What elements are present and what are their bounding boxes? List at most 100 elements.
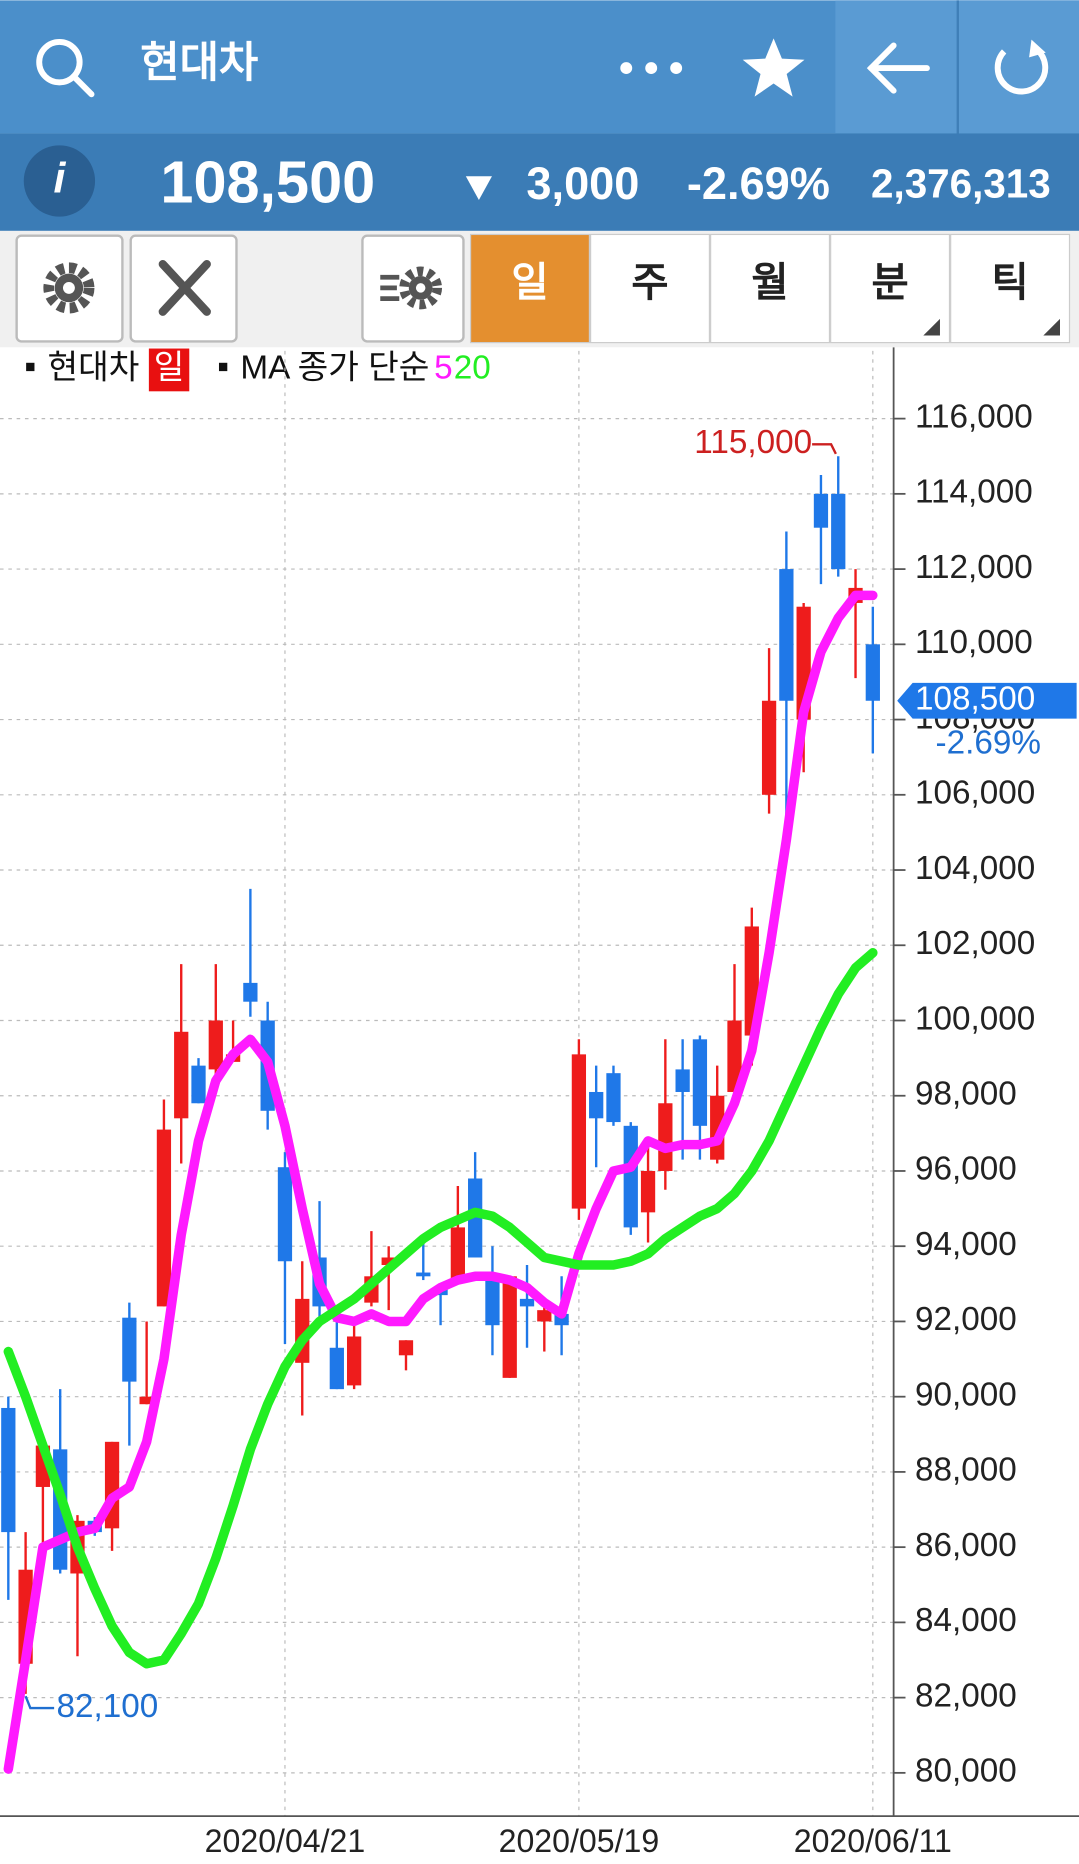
candle-body <box>398 1340 414 1356</box>
candle-body <box>831 493 846 570</box>
legend-square <box>218 362 228 372</box>
candle-body <box>658 1103 673 1171</box>
candle-body <box>485 1276 500 1326</box>
y-tick-label: 94,000 <box>915 1226 1017 1263</box>
min-pointer <box>24 1695 55 1710</box>
candle-body <box>191 1065 206 1104</box>
candle-body <box>416 1272 431 1277</box>
candle-body <box>675 1069 690 1092</box>
info-button[interactable] <box>23 145 96 217</box>
y-tick-label: 114,000 <box>915 474 1033 511</box>
candle-body <box>589 1091 604 1119</box>
favorite-icon[interactable] <box>742 38 805 97</box>
ma-line <box>3 590 878 1774</box>
y-tick-label: 110,000 <box>915 624 1033 661</box>
y-tick-label: 88,000 <box>915 1452 1017 1489</box>
x-tick-label: 2020/05/19 <box>499 1823 660 1859</box>
y-tick-label: 112,000 <box>915 549 1033 586</box>
candle-body <box>450 1227 465 1281</box>
candle-body <box>346 1336 362 1386</box>
candle-body <box>277 1167 293 1262</box>
candle-body <box>623 1125 638 1228</box>
legend-ma-period: 5 <box>434 350 453 387</box>
candle-body <box>779 569 794 701</box>
legend: 현대차 일 MA 종가 단순 5 20 <box>26 348 491 392</box>
max-pointer <box>812 443 837 455</box>
y-tick-label: 106,000 <box>915 775 1035 812</box>
y-tick-label: 100,000 <box>915 1000 1035 1037</box>
candle-body <box>727 1020 742 1092</box>
max-label: 115,000 <box>694 424 812 461</box>
candle-body <box>865 644 880 701</box>
tab-label[interactable]: 분 <box>871 259 908 305</box>
volume: 2,376,313 <box>871 161 1051 207</box>
candle-body <box>208 1020 223 1070</box>
current-price: 108,500 <box>160 149 375 216</box>
tab[interactable] <box>469 233 591 344</box>
legend-square <box>26 362 35 372</box>
plot: 80,000 82,000 84,000 86,000 88,000 90,000 92,0… <box>0 350 1035 1828</box>
chart-settings-icon <box>380 266 443 310</box>
x-axis-band <box>0 1816 1079 1864</box>
candle-body <box>122 1317 137 1382</box>
legend-stock: 현대차 <box>48 350 140 387</box>
info-icon[interactable]: i <box>53 154 66 202</box>
back-icon[interactable] <box>866 42 930 94</box>
candle-body <box>502 1276 517 1378</box>
tab-label[interactable]: 주 <box>631 259 668 305</box>
candle-body <box>606 1073 621 1123</box>
min-label: 82,100 <box>57 1688 159 1725</box>
y-tick-label: 90,000 <box>915 1376 1017 1413</box>
y-tick-label: 96,000 <box>915 1151 1017 1188</box>
search-icon[interactable] <box>36 38 95 98</box>
tab-label[interactable]: 일 <box>511 259 548 305</box>
last-price-change: -2.69% <box>936 725 1041 762</box>
y-tick-label: 98,000 <box>915 1076 1017 1113</box>
refresh-icon[interactable] <box>994 39 1049 95</box>
settings-icon <box>43 262 95 314</box>
candle-body <box>761 700 777 795</box>
y-tick-label: 102,000 <box>915 925 1035 962</box>
candle-body <box>1 1407 16 1533</box>
candle-body <box>156 1129 172 1307</box>
price-change-pct: -2.69% <box>687 158 830 209</box>
legend-period: 일 <box>154 350 185 387</box>
y-tick-label: 84,000 <box>915 1602 1017 1639</box>
candle-body <box>329 1347 344 1390</box>
tab-label[interactable]: 월 <box>751 259 788 305</box>
tab[interactable] <box>710 233 831 344</box>
y-tick-label: 80,000 <box>915 1753 1017 1790</box>
y-tick-label: 92,000 <box>915 1301 1017 1338</box>
legend-ma-period: 20 <box>454 350 491 387</box>
candle-body <box>554 1313 569 1326</box>
tab-label[interactable]: 틱 <box>991 259 1028 305</box>
tab[interactable] <box>590 233 711 344</box>
tools-icon <box>158 260 211 316</box>
candle-body <box>571 1054 587 1209</box>
y-tick-label: 82,000 <box>915 1677 1017 1714</box>
legend-ma: MA 종가 단순 <box>240 350 429 387</box>
stock-title[interactable]: 현대차 <box>140 39 258 87</box>
down-arrow <box>465 176 492 200</box>
y-tick-label: 86,000 <box>915 1527 1017 1564</box>
legend-period-box <box>148 348 190 392</box>
tab[interactable] <box>830 233 951 344</box>
last-price-label: 108,500 <box>915 681 1035 718</box>
x-tick-label: 2020/04/21 <box>205 1823 366 1859</box>
y-tick-label: 116,000 <box>915 398 1033 435</box>
ma-line <box>3 948 878 1669</box>
x-tick-label: 2020/06/11 <box>794 1823 952 1859</box>
candle-body <box>243 982 258 1002</box>
tab[interactable] <box>950 233 1071 344</box>
tab-corner <box>923 318 940 336</box>
candle-body <box>174 1031 189 1119</box>
candle-body <box>537 1310 552 1322</box>
candle-body <box>468 1178 483 1258</box>
more-icon[interactable] <box>620 62 683 75</box>
price-bar <box>0 133 1079 231</box>
price-change: 3,000 <box>526 158 639 209</box>
y-tick-label: 104,000 <box>915 850 1035 887</box>
